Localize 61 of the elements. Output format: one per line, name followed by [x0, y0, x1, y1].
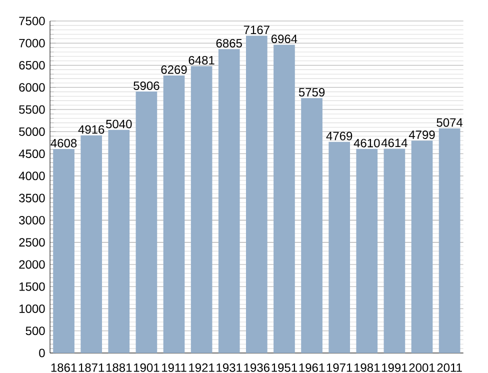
bar [438, 128, 460, 353]
x-tick-label: 2011 [437, 363, 462, 372]
x-tick-label: 1901 [134, 363, 160, 372]
x-tick-label: 1991 [382, 363, 408, 372]
y-tick-label: 6500 [19, 61, 45, 70]
data-label: 4614 [381, 138, 408, 148]
x-tick-label: 1931 [216, 363, 242, 372]
x-tick-label: 1911 [162, 363, 186, 372]
y-tick-label: 0 [39, 348, 45, 358]
bar [163, 75, 185, 353]
y-tick-label: 3500 [19, 194, 45, 202]
bar [53, 149, 74, 353]
y-tick-label: 500 [26, 326, 45, 336]
y-tick-label: 6000 [19, 83, 45, 92]
y-tick-label: 7000 [19, 38, 45, 48]
bar [328, 142, 350, 353]
y-tick-label: 3000 [19, 216, 45, 224]
data-label: 6481 [188, 56, 214, 65]
y-tick-label: 2500 [19, 238, 45, 247]
x-tick-label: 1921 [189, 363, 214, 372]
bar [218, 49, 240, 353]
data-label: 5759 [298, 88, 325, 96]
bar [411, 140, 433, 353]
y-tick-label: 7500 [19, 16, 45, 26]
x-tick-label: 1871 [78, 363, 104, 372]
bar [384, 148, 406, 353]
data-label: 6865 [216, 39, 242, 48]
y-tick-label: 4500 [18, 150, 45, 158]
x-tick-label: 1861 [51, 363, 77, 372]
data-label: 5906 [134, 81, 160, 90]
bar [108, 130, 130, 353]
bar [246, 36, 268, 353]
y-tick-label: 5000 [19, 127, 45, 136]
x-tick-label: 1936 [244, 363, 270, 372]
bar [80, 135, 102, 353]
data-label: 4608 [50, 138, 77, 148]
bar [274, 44, 295, 353]
x-tick-label: 1981 [354, 363, 380, 372]
y-tick-label: 4000 [18, 172, 45, 180]
x-tick-label: 1951 [272, 363, 297, 372]
data-label: 4916 [78, 125, 104, 134]
y-tick-label: 1000 [20, 304, 45, 313]
data-label: 6964 [271, 34, 298, 44]
y-tick-label: 5500 [19, 105, 45, 114]
data-label: 4769 [326, 132, 352, 140]
x-tick-label: 1881 [106, 363, 132, 372]
bar [136, 92, 158, 353]
data-label: 5040 [106, 120, 132, 128]
x-tick-label: 1961 [299, 363, 325, 372]
x-tick-label: 1971 [326, 363, 352, 372]
data-label: 4799 [408, 130, 435, 139]
x-tick-label: 2001 [409, 363, 435, 372]
data-label: 5074 [436, 118, 463, 127]
bar [356, 148, 378, 353]
y-tick-label: 2000 [19, 260, 45, 269]
bar [301, 98, 322, 353]
data-label: 4610 [354, 138, 380, 148]
y-tick-label: 1500 [20, 282, 45, 291]
data-label: 7167 [244, 26, 270, 34]
bar [190, 66, 212, 353]
data-label: 6269 [161, 65, 187, 74]
